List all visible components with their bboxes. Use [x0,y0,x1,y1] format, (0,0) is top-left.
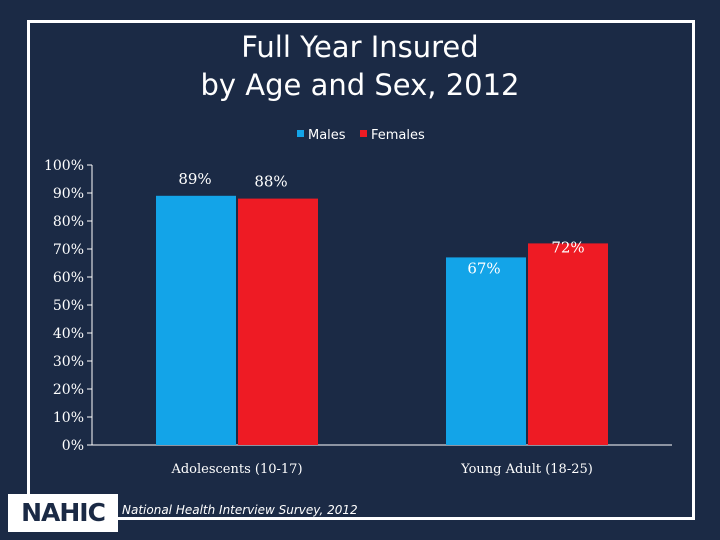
y-tick-label: 30% [53,354,84,370]
legend-swatch-females [360,130,367,137]
legend-label-males: Males [308,128,346,143]
slide-frame [27,20,695,520]
x-category-label: Adolescents (10-17) [170,462,302,477]
y-tick-label: 100% [44,158,84,174]
bar-males [446,257,526,445]
bar-males [156,195,236,445]
chart-title-line-2: by Age and Sex, 2012 [200,68,520,102]
bar-females [528,243,608,445]
data-label: 89% [178,170,211,188]
y-tick-label: 0% [62,438,84,454]
y-tick-label: 50% [53,298,84,314]
y-tick-label: 80% [53,214,84,230]
footer: NAHIC National Health Interview Survey, … [0,490,360,540]
source-note: National Health Interview Survey, 2012 [122,503,358,517]
chart-title: Full Year Insured by Age and Sex, 2012 [0,28,720,104]
nahic-logo: NAHIC [8,494,118,532]
chart-title-line-1: Full Year Insured [241,30,479,64]
y-tick-label: 70% [53,242,84,258]
data-label: 88% [254,173,287,191]
y-tick-label: 10% [53,410,84,426]
y-tick-label: 90% [53,186,84,202]
legend-swatch-males [297,130,304,137]
y-tick-label: 20% [53,382,84,398]
x-category-label: Young Adult (18-25) [460,462,593,477]
data-label: 72% [551,238,584,256]
y-tick-label: 60% [53,270,84,286]
y-tick-label: 40% [53,326,84,342]
legend-label-females: Females [371,128,425,143]
data-label: 67% [467,259,500,277]
bar-females [238,198,318,445]
